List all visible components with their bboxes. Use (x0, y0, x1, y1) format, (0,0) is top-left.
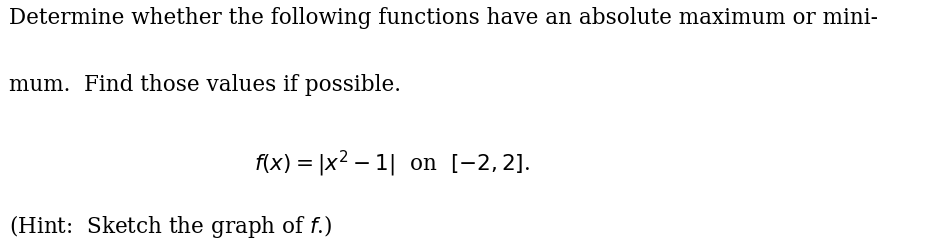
Text: mum.  Find those values if possible.: mum. Find those values if possible. (9, 74, 402, 96)
Text: $f(x) = |x^2 - 1|$  on  $[-2, 2]$.: $f(x) = |x^2 - 1|$ on $[-2, 2]$. (254, 149, 530, 179)
Text: Determine whether the following functions have an absolute maximum or mini-: Determine whether the following function… (9, 7, 878, 29)
Text: (Hint:  Sketch the graph of $f$.): (Hint: Sketch the graph of $f$.) (9, 214, 333, 241)
